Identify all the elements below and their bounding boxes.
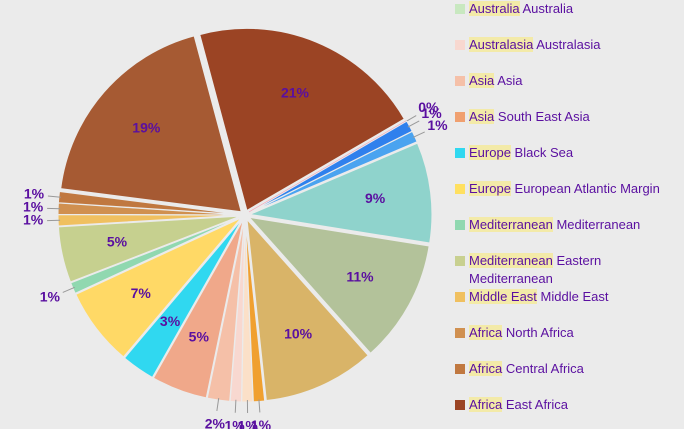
legend-name: Asia — [497, 73, 523, 88]
legend-text: Middle East Middle East — [469, 288, 608, 306]
pie-slice — [123, 218, 243, 379]
legend-item: Africa East Africa — [455, 396, 683, 414]
pie-slice — [60, 35, 242, 213]
data-label: 19% — [132, 119, 161, 135]
data-label: 5% — [107, 234, 128, 250]
data-label: 1% — [238, 418, 259, 429]
legend-text: Europe European Atlantic Margin — [469, 180, 660, 198]
legend-item: Australia Australia — [455, 0, 683, 18]
legend-item: Africa North Africa — [455, 324, 683, 342]
data-label: 0% — [418, 99, 439, 115]
legend-group: Mediterranean — [469, 253, 553, 268]
data-label: 10% — [284, 325, 313, 341]
legend-swatch — [455, 292, 465, 302]
legend-swatch — [455, 40, 465, 50]
legend-group: Middle East — [469, 289, 537, 304]
pie-slice — [248, 142, 433, 244]
legend-item: Mediterranean Eastern Mediterranean — [455, 252, 683, 288]
data-label: 1% — [421, 105, 442, 121]
legend-name: North Africa — [505, 325, 574, 340]
data-label: 1% — [23, 199, 44, 215]
leader-line — [412, 131, 425, 138]
data-label: 5% — [189, 328, 210, 344]
pie-slice — [152, 219, 244, 399]
leader-line — [234, 399, 237, 413]
leader-line — [47, 195, 61, 198]
legend-swatch — [455, 400, 465, 410]
legend-name: European Atlantic Margin — [514, 181, 660, 196]
legend-swatch — [455, 364, 465, 374]
pie-slice — [248, 216, 430, 354]
leader-line — [216, 398, 220, 412]
legend-item: Mediterranean Mediterranean — [455, 216, 683, 234]
legend-text: Africa East Africa — [469, 396, 568, 414]
data-label: 21% — [281, 85, 310, 101]
legend-text: Asia South East Asia — [469, 108, 590, 126]
legend-item: Australasia Australasia — [455, 36, 683, 54]
legend-text: Asia Asia — [469, 72, 523, 90]
legend-text: Europe Black Sea — [469, 144, 573, 162]
data-label: 1% — [24, 185, 45, 201]
legend-name: Black Sea — [514, 145, 574, 160]
legend-item: Europe Black Sea — [455, 144, 683, 162]
legend-name: Central Africa — [505, 361, 584, 376]
legend-text: Mediterranean Mediterranean — [469, 216, 640, 234]
legend-group: Australia — [469, 1, 520, 16]
legend-item: Africa Central Africa — [455, 360, 683, 378]
legend-group: Africa — [469, 325, 503, 340]
legend-group: Australasia — [469, 37, 534, 52]
legend-item: Asia Asia — [455, 72, 683, 90]
legend-item: Europe European Atlantic Margin — [455, 180, 683, 198]
leader-line — [62, 286, 75, 293]
legend-group: Africa — [469, 397, 503, 412]
legend-name: Australia — [522, 1, 574, 16]
legend-text: Mediterranean Eastern Mediterranean — [469, 252, 683, 288]
legend-swatch — [455, 328, 465, 338]
legend-group: Asia — [469, 109, 495, 124]
legend-text: Australia Australia — [469, 0, 573, 18]
pie-slice — [75, 217, 242, 358]
legend-name: Mediterranean — [556, 217, 641, 232]
legend-item: Asia South East Asia — [455, 108, 683, 126]
legend-swatch — [455, 76, 465, 86]
leader-line — [407, 120, 420, 128]
legend-group: Asia — [469, 73, 495, 88]
legend-swatch — [455, 4, 465, 14]
legend-group: Mediterranean — [469, 217, 553, 232]
pie-slice — [199, 27, 405, 212]
legend-text: Africa Central Africa — [469, 360, 584, 378]
legend-name: East Africa — [505, 397, 568, 412]
data-label: 1% — [224, 417, 245, 429]
legend-text: Australasia Australasia — [469, 36, 601, 54]
chart: 21%0%1%1%9%11%10%1%1%1%2%5%3%7%1%5%1%1%1… — [23, 27, 448, 429]
legend-name: Eastern Mediterranean — [469, 253, 602, 286]
data-label: 9% — [365, 190, 386, 206]
legend-swatch — [455, 112, 465, 122]
legend-swatch — [455, 148, 465, 158]
legend-swatch — [455, 220, 465, 230]
legend-item: Middle East Middle East — [455, 288, 683, 306]
legend-name: Australasia — [536, 37, 601, 52]
data-label: 1% — [427, 117, 448, 133]
legend-swatch — [455, 256, 465, 266]
data-label: 1% — [40, 289, 61, 305]
data-label: 3% — [160, 313, 181, 329]
data-label: 11% — [346, 269, 374, 285]
legend-group: Africa — [469, 361, 503, 376]
pie-slice — [57, 215, 241, 283]
legend-group: Europe — [469, 181, 511, 196]
legend-swatch — [455, 184, 465, 194]
data-label: 1% — [23, 212, 44, 228]
legend-group: Europe — [469, 145, 511, 160]
data-label: 2% — [205, 416, 226, 429]
data-label: 1% — [251, 417, 272, 429]
legend-text: Africa North Africa — [469, 324, 574, 342]
leader-line — [258, 399, 261, 413]
data-label: 7% — [131, 285, 152, 301]
legend-name: Middle East — [540, 289, 609, 304]
pie-slice — [246, 218, 369, 402]
legend-name: South East Asia — [497, 109, 590, 124]
